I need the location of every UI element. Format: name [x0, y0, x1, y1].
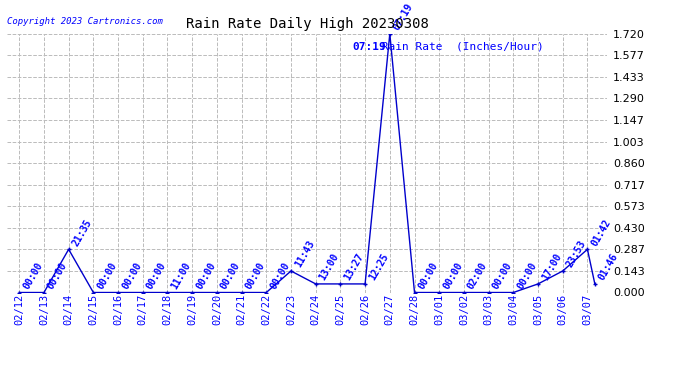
Text: 00:00: 00:00 [491, 260, 514, 291]
Text: 00:00: 00:00 [46, 260, 69, 291]
Text: 07:19: 07:19 [392, 2, 415, 32]
Text: 01:42: 01:42 [589, 217, 613, 248]
Text: 23:53: 23:53 [564, 239, 588, 269]
Text: 00:00: 00:00 [21, 260, 45, 291]
Text: 00:00: 00:00 [417, 260, 440, 291]
Text: 17:00: 17:00 [540, 252, 563, 282]
Text: 21:35: 21:35 [70, 217, 94, 248]
Text: 00:00: 00:00 [145, 260, 168, 291]
Text: Rain Rate  (Inches/Hour): Rain Rate (Inches/Hour) [375, 42, 544, 51]
Text: 00:00: 00:00 [515, 260, 539, 291]
Text: 12:25: 12:25 [367, 252, 391, 282]
Text: Copyright 2023 Cartronics.com: Copyright 2023 Cartronics.com [7, 17, 163, 26]
Text: 00:00: 00:00 [219, 260, 242, 291]
Text: 11:43: 11:43 [293, 239, 316, 269]
Title: Rain Rate Daily High 20230308: Rain Rate Daily High 20230308 [186, 17, 428, 31]
Text: 01:46: 01:46 [597, 252, 620, 282]
Text: 00:00: 00:00 [194, 260, 217, 291]
Text: 13:00: 13:00 [317, 252, 341, 282]
Text: 00:00: 00:00 [95, 260, 119, 291]
Text: 07:19: 07:19 [352, 42, 386, 51]
Text: 00:00: 00:00 [120, 260, 144, 291]
Text: 11:00: 11:00 [170, 260, 193, 291]
Text: 00:00: 00:00 [268, 260, 292, 291]
Text: 02:00: 02:00 [466, 260, 489, 291]
Text: 00:00: 00:00 [244, 260, 267, 291]
Text: 13:27: 13:27 [342, 252, 366, 282]
Text: 00:00: 00:00 [441, 260, 464, 291]
